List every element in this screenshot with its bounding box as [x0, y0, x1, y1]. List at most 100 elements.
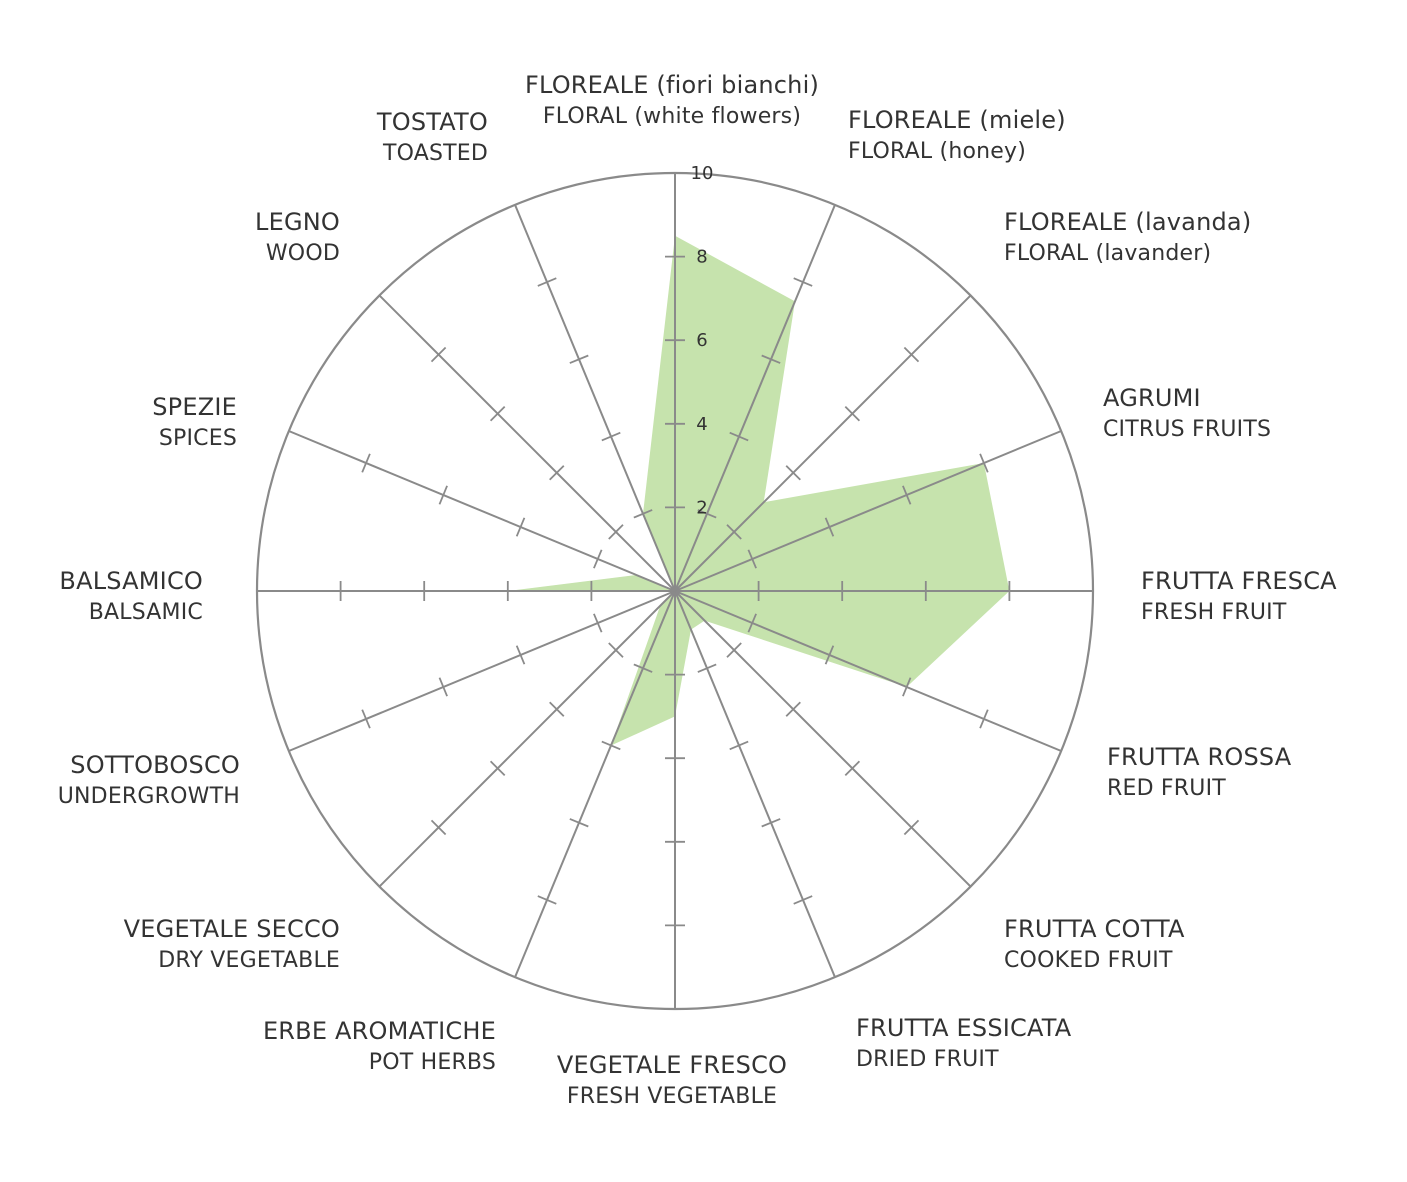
- axis-tick: [633, 663, 653, 673]
- axis-tick: [761, 354, 781, 364]
- axis-tick: [785, 701, 801, 717]
- axis-tick: [726, 642, 742, 658]
- scale-tick-label: 2: [696, 497, 707, 518]
- data-area: [507, 235, 1010, 746]
- axis-label-it: BALSAMICO: [59, 567, 203, 595]
- axis-label: FRUTTA ROSSA RED FRUIT: [1107, 742, 1291, 804]
- axis-tick: [729, 431, 749, 442]
- axis-label: FRUTTA COTTA COOKED FRUIT: [1004, 914, 1185, 976]
- axis-label-en: FRESH FRUIT: [1141, 600, 1287, 625]
- axis-label-it: FRUTTA FRESCA: [1141, 567, 1337, 595]
- axis-label-en: BALSAMIC: [88, 600, 203, 625]
- axis-label-it: FRUTTA ESSICATA: [856, 1014, 1072, 1042]
- axis-tick: [979, 709, 989, 729]
- axis-label-en: SPICES: [158, 426, 237, 451]
- axis-spoke-13: [288, 430, 676, 592]
- axis-tick: [489, 405, 506, 422]
- axis-label-it: SPEZIE: [152, 393, 237, 421]
- axis-spoke-10: [378, 590, 676, 888]
- axis-label-en: TOASTED: [382, 141, 488, 166]
- axis-tick: [537, 277, 557, 287]
- axis-tick: [903, 346, 920, 363]
- axis-tick: [515, 645, 526, 665]
- axis-tick: [361, 709, 371, 729]
- axis-tick: [761, 818, 781, 828]
- axis-tick: [726, 524, 742, 540]
- axis-tick: [569, 818, 589, 828]
- axis-tick: [824, 645, 835, 665]
- axis-label: FLOREALE (lavanda) FLORAL (lavander): [1004, 207, 1251, 269]
- axis-label-it: LEGNO: [255, 208, 340, 236]
- axis-tick: [601, 740, 621, 751]
- axis-label-en: DRIED FRUIT: [856, 1047, 999, 1072]
- axis-spoke-6: [674, 590, 972, 888]
- axis-label-en: FRESH VEGETABLE: [566, 1084, 778, 1109]
- axis-tick: [361, 453, 371, 473]
- axis-tick: [844, 760, 861, 777]
- axis-label-it: VEGETALE FRESCO: [556, 1051, 788, 1079]
- axis-tick: [979, 453, 989, 473]
- axis-tick: [601, 431, 621, 442]
- scale-tick-label: 10: [691, 163, 714, 184]
- axis-label-it: TOSTATO: [376, 108, 488, 136]
- axis-spoke-5: [674, 590, 1062, 752]
- axis-tick: [593, 613, 603, 633]
- axis-label-en: WOOD: [265, 241, 340, 266]
- axis-tick: [902, 485, 912, 505]
- axis-label: VEGETALE SECCO DRY VEGETABLE: [124, 914, 340, 976]
- axis-label-en: CITRUS FRUITS: [1103, 417, 1272, 442]
- axis-spoke-11: [288, 590, 676, 752]
- axis-label: TOSTATO TOASTED: [377, 107, 488, 169]
- axis-label-it: ERBE AROMATICHE: [262, 1017, 496, 1045]
- scale-tick-label: 6: [696, 330, 707, 351]
- axis-label-en: DRY VEGETABLE: [158, 948, 340, 973]
- axis-label-en: RED FRUIT: [1107, 776, 1226, 801]
- axis-label: FLOREALE (miele) FLORAL (honey): [848, 105, 1066, 167]
- axis-tick: [489, 760, 506, 777]
- axis-tick: [633, 509, 653, 519]
- axis-label-it: FRUTTA ROSSA: [1107, 743, 1292, 771]
- axis-tick: [697, 663, 717, 673]
- axis-tick: [515, 517, 526, 537]
- axis-label-en: POT HERBS: [368, 1050, 496, 1075]
- axis-tick: [793, 895, 813, 905]
- axis-spoke-15: [514, 204, 676, 592]
- axis-tick: [537, 895, 557, 905]
- axis-tick: [747, 549, 757, 569]
- axis-label: FRUTTA ESSICATA DRIED FRUIT: [856, 1013, 1071, 1075]
- axis-tick: [549, 701, 565, 717]
- axis-spoke-2: [674, 294, 972, 592]
- axis-tick: [438, 677, 448, 697]
- scale-tick-label: 8: [696, 247, 707, 268]
- axis-tick: [430, 819, 447, 836]
- axis-spoke-3: [674, 430, 1062, 592]
- axis-label-it: FRUTTA COTTA: [1004, 915, 1185, 943]
- axis-label-it: VEGETALE SECCO: [123, 915, 340, 943]
- axis-spoke-14: [378, 294, 676, 592]
- axis-label: AGRUMI CITRUS FRUITS: [1103, 383, 1271, 445]
- axis-label-it: FLOREALE (miele): [848, 106, 1066, 134]
- axis-label-en: COOKED FRUIT: [1004, 948, 1173, 973]
- axis-spoke-9: [514, 590, 676, 978]
- axis-tick: [569, 354, 589, 364]
- axis-label-it: SOTTOBOSCO: [70, 751, 240, 779]
- axis-label: SPEZIE SPICES: [152, 392, 237, 454]
- axis-spoke-1: [674, 204, 836, 592]
- axis-tick: [729, 740, 749, 751]
- axis-label: BALSAMICO BALSAMIC: [59, 566, 203, 628]
- axis-tick: [593, 549, 603, 569]
- scale-tick-label: 4: [696, 414, 707, 435]
- axis-tick: [608, 642, 624, 658]
- axis-label-it: AGRUMI: [1103, 384, 1201, 412]
- axis-tick: [844, 405, 861, 422]
- axis-tick: [824, 517, 835, 537]
- axis-tick: [608, 524, 624, 540]
- axis-tick: [549, 465, 565, 481]
- axis-label-it: FLOREALE (fiori bianchi): [524, 71, 820, 99]
- axis-label: LEGNO WOOD: [255, 207, 340, 269]
- axis-tick: [903, 819, 920, 836]
- axis-label: FRUTTA FRESCA FRESH FRUIT: [1141, 566, 1337, 628]
- axis-tick: [793, 277, 813, 287]
